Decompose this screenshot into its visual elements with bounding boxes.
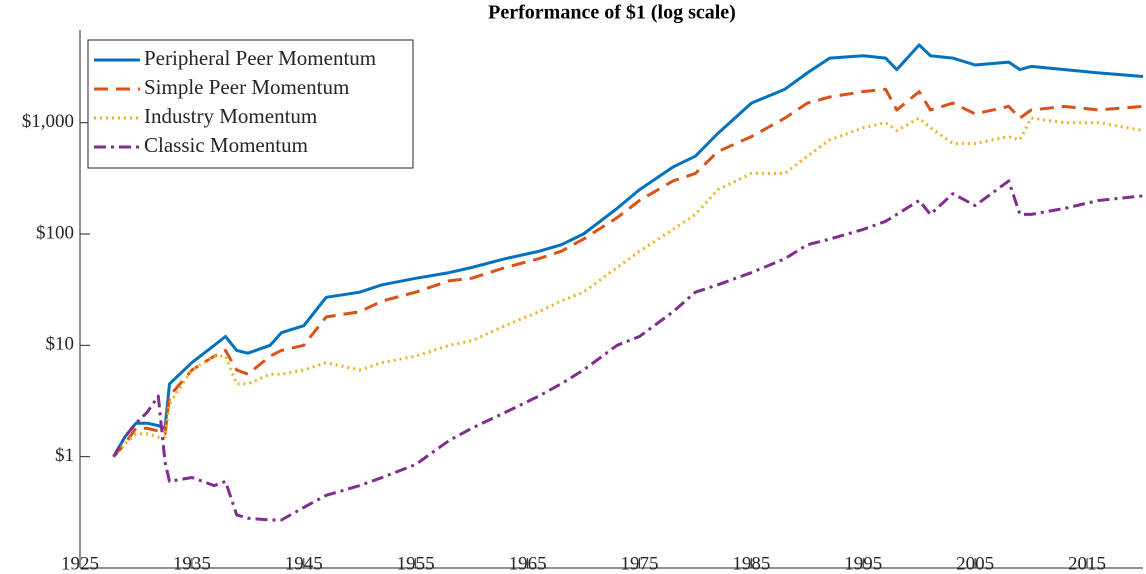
x-tick-label: 1955 <box>397 553 435 574</box>
x-tick-label: 1995 <box>844 553 882 574</box>
y-tick-label: $1,000 <box>22 111 74 132</box>
legend-label: Peripheral Peer Momentum <box>144 46 376 70</box>
legend-label: Simple Peer Momentum <box>144 75 349 99</box>
line-series <box>112 87 1144 458</box>
y-tick-label: $100 <box>36 222 74 243</box>
legend-box <box>87 39 414 169</box>
x-tick-label: 2015 <box>1068 553 1106 574</box>
legend: Peripheral Peer Momentum Simple Peer Mome… <box>87 39 414 169</box>
x-tick-label: 1985 <box>732 553 770 574</box>
x-tick-label: 1925 <box>61 553 99 574</box>
line-series <box>112 116 1144 458</box>
x-tick-label: 2005 <box>956 553 994 574</box>
x-tick-label: 1965 <box>509 553 547 574</box>
line-series <box>112 43 1144 458</box>
legend-label: Classic Momentum <box>144 133 308 157</box>
legend-label: Industry Momentum <box>144 104 317 128</box>
line-series <box>112 179 1144 522</box>
x-tick-label: 1945 <box>285 553 323 574</box>
y-tick-label: $10 <box>46 334 75 355</box>
y-tick-label: $1 <box>55 445 74 466</box>
x-tick-label: 1975 <box>620 553 658 574</box>
x-tick-label: 1935 <box>173 553 211 574</box>
chart-title: Performance of $1 (log scale) <box>488 2 736 24</box>
